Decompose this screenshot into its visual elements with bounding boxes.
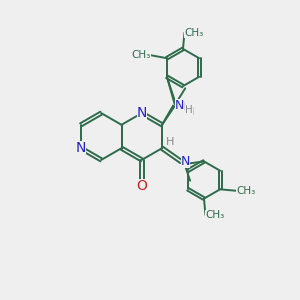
Text: CH₃: CH₃ — [131, 50, 151, 60]
Text: N: N — [175, 99, 184, 112]
Text: N: N — [181, 155, 190, 168]
Text: N: N — [176, 100, 185, 113]
Text: CH₃: CH₃ — [184, 28, 204, 38]
Text: O: O — [136, 179, 147, 194]
Text: H: H — [185, 106, 194, 116]
Text: H: H — [185, 105, 193, 115]
Text: H: H — [166, 136, 175, 147]
Text: CH₃: CH₃ — [206, 210, 225, 220]
Text: N: N — [136, 106, 147, 120]
Text: N: N — [76, 141, 86, 155]
Text: CH₃: CH₃ — [236, 186, 256, 196]
